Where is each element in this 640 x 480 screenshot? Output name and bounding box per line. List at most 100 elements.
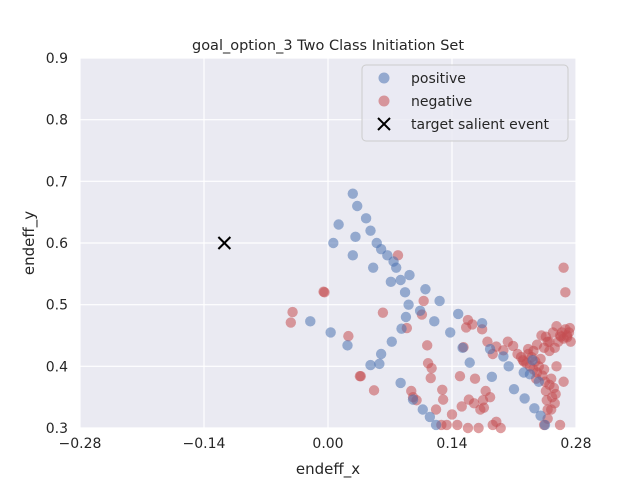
negative-point [377, 307, 389, 318]
positive-point [399, 287, 411, 298]
negative-point [538, 364, 550, 375]
positive-point [400, 311, 412, 323]
negative-point [546, 373, 557, 384]
negative-point [425, 372, 436, 384]
x-tick-labels: −0.28 −0.14 0.00 0.14 0.28 [59, 436, 592, 452]
positive-point [386, 336, 397, 347]
y-tick-label: 0.7 [46, 174, 68, 190]
negative-point [355, 371, 366, 382]
negative-point [454, 371, 466, 382]
legend-marker-negative [378, 95, 390, 107]
y-tick-label: 0.8 [46, 113, 68, 129]
positive-point [374, 358, 385, 370]
negative-point [287, 306, 298, 318]
negative-point [446, 409, 458, 420]
positive-point [342, 340, 353, 351]
positive-point [486, 371, 498, 383]
positive-point [403, 299, 414, 310]
positive-point [367, 262, 379, 273]
positive-point [325, 327, 336, 338]
negative-point [558, 262, 569, 273]
negative-point [430, 404, 442, 415]
positive-point [333, 219, 344, 230]
positive-series [305, 188, 551, 431]
y-tick-label: 0.9 [46, 51, 68, 67]
positive-point [533, 376, 544, 387]
positive-point [365, 359, 376, 371]
negative-point [441, 419, 452, 431]
legend-label-positive: positive [411, 71, 466, 87]
x-tick-label: 0.00 [312, 436, 343, 452]
negative-point [437, 394, 449, 405]
positive-point [430, 419, 442, 431]
positive-point [305, 316, 316, 327]
positive-point [417, 404, 428, 415]
negative-point [469, 373, 481, 384]
negative-point [319, 287, 330, 298]
positive-point [508, 383, 520, 395]
negative-point [478, 402, 490, 413]
positive-point [434, 295, 445, 307]
negative-point [555, 331, 567, 342]
positive-point [535, 410, 546, 421]
positive-point [347, 250, 358, 261]
negative-point [564, 322, 575, 334]
negative-point [518, 356, 529, 367]
negative-point [558, 376, 569, 387]
positive-point [539, 419, 551, 431]
target-point [217, 236, 232, 250]
negative-point [535, 353, 546, 365]
positive-point [464, 357, 475, 368]
positive-point [529, 403, 540, 414]
negative-point [452, 419, 463, 431]
negative-point [495, 422, 506, 434]
positive-point [395, 274, 406, 286]
legend-marker-positive [378, 72, 390, 84]
legend-label-target: target salient event [411, 117, 549, 133]
negative-point [522, 343, 534, 355]
negative-point [426, 362, 437, 374]
positive-point [429, 316, 440, 327]
x-axis-label: endeff_x [296, 460, 360, 479]
positive-point [347, 188, 358, 199]
legend-label-negative: negative [411, 94, 472, 110]
negative-point [551, 361, 562, 372]
negative-point [418, 295, 429, 307]
negative-point [536, 330, 547, 341]
y-tick-label: 0.4 [46, 359, 68, 375]
positive-point [360, 213, 372, 224]
positive-point [396, 323, 407, 334]
negative-point [507, 340, 519, 352]
positive-point [350, 231, 361, 243]
y-tick-label: 0.5 [46, 298, 68, 314]
positive-point [518, 367, 529, 378]
positive-point [498, 351, 509, 362]
negative-point [285, 317, 296, 328]
negative-point [544, 345, 555, 357]
positive-point [391, 262, 402, 273]
x-tick-label: 0.14 [436, 436, 467, 452]
positive-point [407, 394, 419, 405]
negative-point [368, 385, 380, 396]
x-tick-label: −0.28 [59, 436, 102, 452]
negative-point [467, 319, 478, 330]
y-axis-label: endeff_y [20, 211, 39, 275]
negative-point [343, 330, 354, 342]
negative-point [484, 391, 496, 403]
positive-point [424, 411, 436, 423]
positive-point [527, 354, 538, 366]
y-tick-label: 0.3 [46, 421, 68, 437]
positive-point [352, 200, 363, 212]
positive-point [414, 305, 426, 317]
positive-point [457, 342, 468, 354]
negative-point [422, 340, 433, 351]
positive-point [503, 361, 514, 372]
negative-point [473, 422, 484, 434]
positive-point [420, 284, 431, 295]
positive-point [519, 393, 530, 404]
x-tick-label: 0.28 [560, 436, 591, 452]
positive-point [404, 269, 415, 281]
positive-point [445, 327, 456, 338]
negative-point [546, 404, 557, 415]
